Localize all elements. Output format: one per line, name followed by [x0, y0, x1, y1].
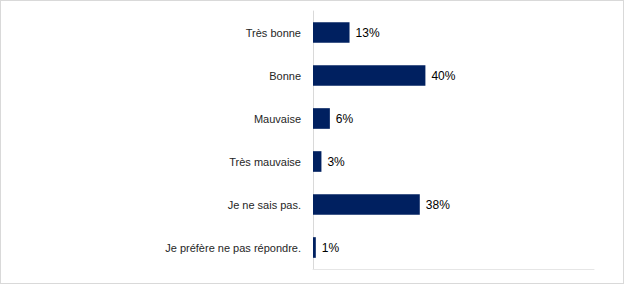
svg-text:Mauvaise: Mauvaise [254, 113, 301, 125]
svg-text:3%: 3% [327, 155, 345, 169]
svg-text:6%: 6% [336, 112, 354, 126]
svg-text:Très mauvaise: Très mauvaise [229, 156, 301, 168]
svg-text:40%: 40% [431, 69, 455, 83]
svg-text:Je ne sais pas.: Je ne sais pas. [228, 199, 301, 211]
svg-text:1%: 1% [322, 241, 340, 255]
svg-text:Je préfère ne pas répondre.: Je préfère ne pas répondre. [165, 242, 301, 254]
svg-text:Très bonne: Très bonne [246, 27, 301, 39]
svg-text:38%: 38% [426, 198, 450, 212]
svg-text:Bonne: Bonne [269, 70, 301, 82]
svg-text:13%: 13% [356, 26, 380, 40]
